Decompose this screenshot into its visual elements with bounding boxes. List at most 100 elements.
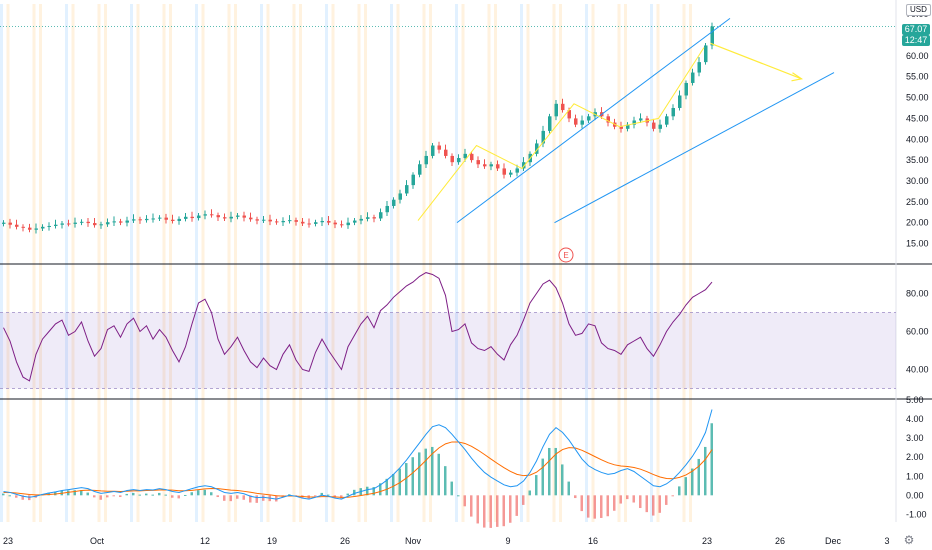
macd-histogram-bar: [184, 494, 187, 496]
macd-histogram-bar: [574, 495, 577, 499]
candle: [125, 216, 129, 227]
candle: [450, 153, 454, 166]
candle: [658, 119, 662, 133]
time-tick-label: 19: [267, 536, 277, 546]
macd-histogram-bar: [236, 495, 239, 499]
macd-tick-label: 3.00: [906, 433, 924, 443]
candle: [697, 57, 701, 77]
time-tick-label: 23: [3, 536, 13, 546]
session-stripe: [130, 4, 133, 522]
macd-histogram-bar: [366, 486, 369, 496]
macd-histogram-bar: [86, 492, 89, 496]
candle-body: [333, 222, 337, 225]
candle: [489, 161, 493, 171]
candle-body: [151, 218, 155, 220]
macd-histogram-bar: [476, 495, 479, 524]
macd-histogram-bar: [658, 495, 661, 513]
macd-histogram-bar: [288, 494, 291, 496]
candle-body: [86, 221, 90, 224]
candle: [171, 214, 175, 224]
candle: [132, 214, 136, 224]
macd-tick-label: 1.00: [906, 471, 924, 481]
macd-histogram-bar: [223, 495, 226, 501]
macd-histogram-bar: [639, 495, 642, 509]
gear-icon[interactable]: ⚙: [903, 533, 915, 547]
session-stripe: [325, 4, 328, 522]
macd-histogram-bar: [385, 478, 388, 496]
candle-body: [268, 219, 272, 222]
macd-histogram-bar: [411, 457, 414, 496]
candle-body: [652, 122, 656, 129]
candles: [2, 22, 714, 234]
candle-body: [21, 226, 25, 228]
candle-body: [301, 221, 305, 224]
earnings-marker[interactable]: [558, 247, 574, 263]
trend-channel-line[interactable]: [456, 17, 731, 224]
macd-histogram-bar: [73, 490, 76, 496]
session-stripe: [650, 4, 653, 522]
price-tick-label: 20.00: [906, 218, 929, 228]
time-tick-label: 26: [775, 536, 785, 546]
candle: [665, 113, 669, 128]
trend-channel-line[interactable]: [554, 72, 835, 224]
candle: [587, 113, 591, 123]
candle: [535, 139, 539, 157]
candle: [431, 143, 435, 159]
candle-body: [665, 116, 669, 125]
candle: [164, 213, 168, 224]
macd-histogram-bar: [119, 495, 122, 498]
candle-body: [223, 217, 227, 219]
currency-label[interactable]: USD: [906, 4, 931, 16]
candle: [548, 113, 552, 134]
session-stripe: [97, 4, 101, 522]
macd-histogram-bar: [190, 492, 193, 496]
macd-histogram-bar: [255, 495, 258, 503]
candle-body: [106, 222, 110, 225]
wave-line[interactable]: [417, 47, 705, 221]
candle: [437, 141, 441, 154]
macd-histogram-bar: [80, 490, 83, 496]
price-tick-label: 40.00: [906, 134, 929, 144]
candle: [301, 218, 305, 226]
candle: [106, 218, 110, 227]
price-tick-label: 15.00: [906, 238, 929, 248]
candle: [223, 213, 227, 221]
candle: [158, 215, 162, 221]
macd-histogram-bar: [392, 474, 395, 496]
candle: [145, 215, 149, 223]
candle: [457, 154, 461, 165]
macd-histogram-bar: [593, 495, 596, 519]
candle: [86, 218, 90, 227]
macd-histogram-bar: [275, 495, 278, 502]
time-tick-label: Dec: [825, 536, 842, 546]
candle-body: [535, 143, 539, 154]
candle-body: [379, 212, 383, 219]
candle: [359, 215, 363, 225]
candle-body: [541, 130, 545, 144]
session-stripe: [0, 4, 3, 522]
session-stripe: [390, 4, 393, 522]
rsi-tick-label: 40.00: [906, 365, 929, 375]
candle: [80, 219, 84, 226]
projection-arrow[interactable]: [710, 42, 802, 80]
session-stripe: [494, 4, 497, 522]
macd-histogram-bar: [151, 494, 154, 496]
session-stripe: [559, 4, 562, 522]
candle-body: [476, 160, 480, 165]
macd-histogram-bar: [112, 495, 115, 497]
macd-histogram-bar: [320, 492, 323, 496]
session-stripe: [234, 4, 237, 522]
macd-histogram-bar: [340, 495, 343, 499]
macd-histogram-bar: [54, 491, 57, 496]
earnings-marker-label: E: [563, 251, 568, 260]
candle-body: [184, 216, 188, 219]
rsi-line: [3, 272, 713, 382]
macd-histogram-bar: [652, 495, 655, 516]
time-tick-label: Nov: [405, 536, 422, 546]
candle-body: [132, 219, 136, 221]
candle: [320, 217, 324, 226]
candle-body: [28, 227, 32, 230]
time-tick-label: 9: [505, 536, 510, 546]
candle-body: [554, 103, 558, 117]
